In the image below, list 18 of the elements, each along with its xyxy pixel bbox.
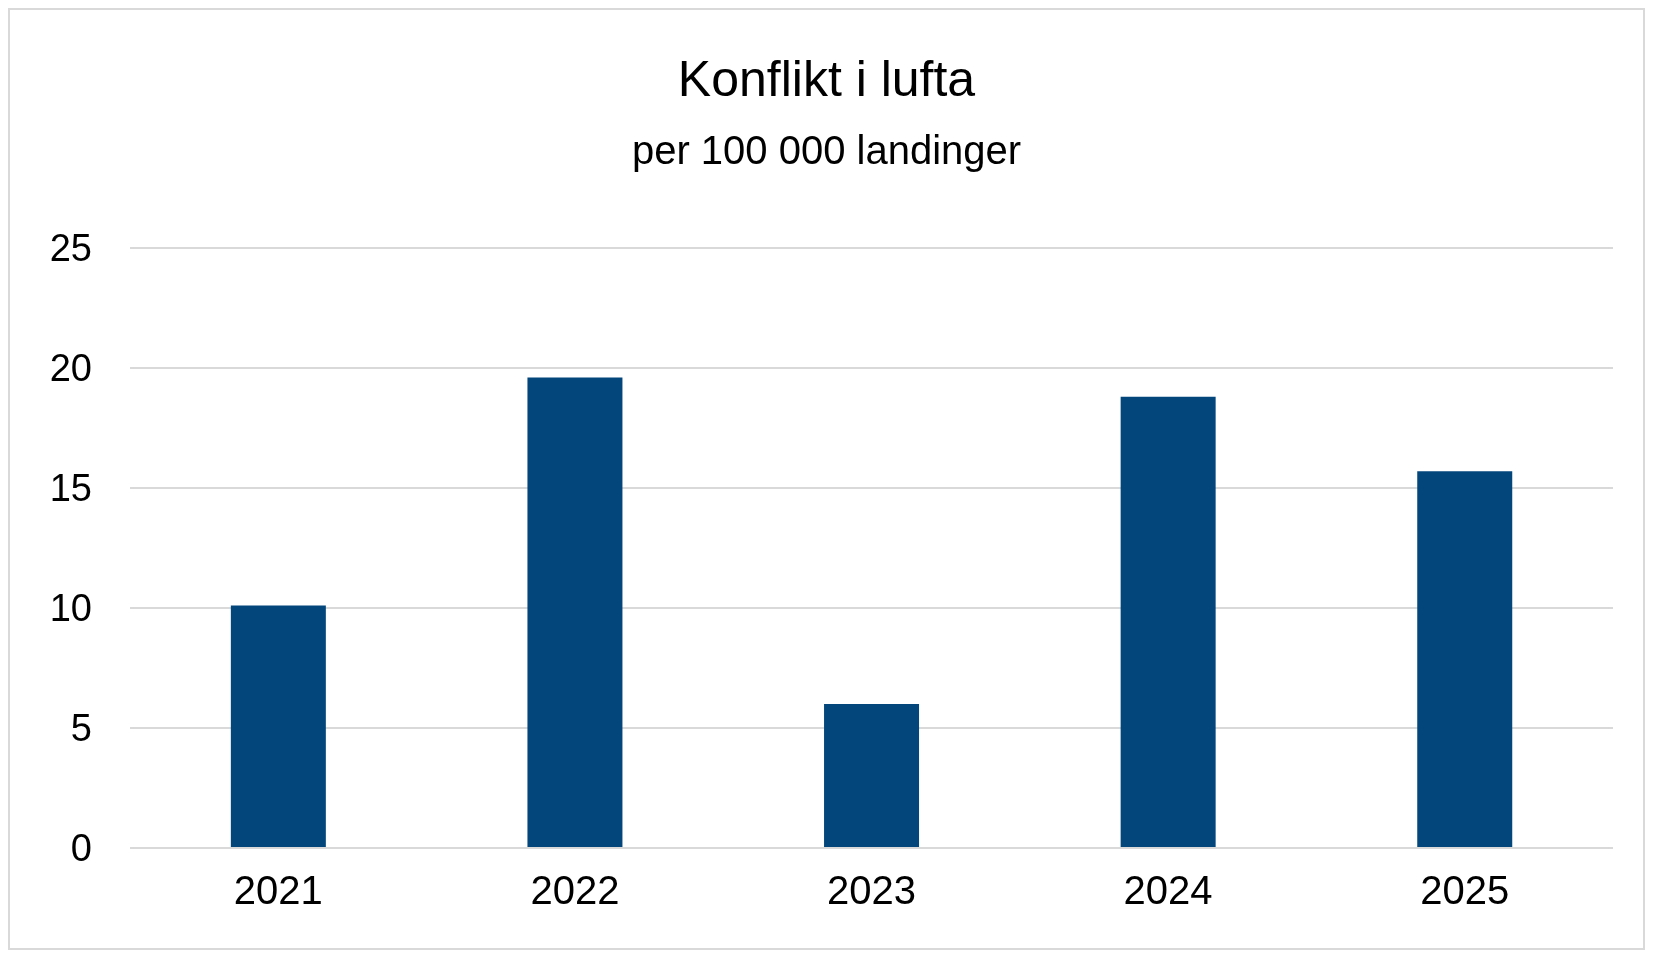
chart-title: Konflikt i lufta bbox=[676, 50, 977, 108]
y-tick-label: 10 bbox=[49, 587, 92, 630]
bar bbox=[1417, 471, 1513, 848]
y-tick-label: 5 bbox=[70, 707, 92, 750]
y-tick-label: 0 bbox=[70, 827, 92, 870]
x-tick-label: 2025 bbox=[1420, 868, 1510, 913]
bar bbox=[230, 605, 326, 848]
y-tick-label: 20 bbox=[49, 347, 92, 390]
chart-subtitle: per 100 000 landinger bbox=[630, 128, 1023, 173]
x-tick-label: 2024 bbox=[1123, 868, 1213, 913]
bar bbox=[527, 377, 623, 848]
x-tick-label: 2021 bbox=[233, 868, 323, 913]
y-tick-label: 15 bbox=[49, 467, 92, 510]
y-tick-label: 25 bbox=[49, 227, 92, 270]
x-tick-label: 2023 bbox=[827, 868, 916, 913]
bar bbox=[824, 704, 920, 848]
x-tick-label: 2022 bbox=[530, 868, 620, 913]
bar bbox=[1120, 396, 1216, 848]
